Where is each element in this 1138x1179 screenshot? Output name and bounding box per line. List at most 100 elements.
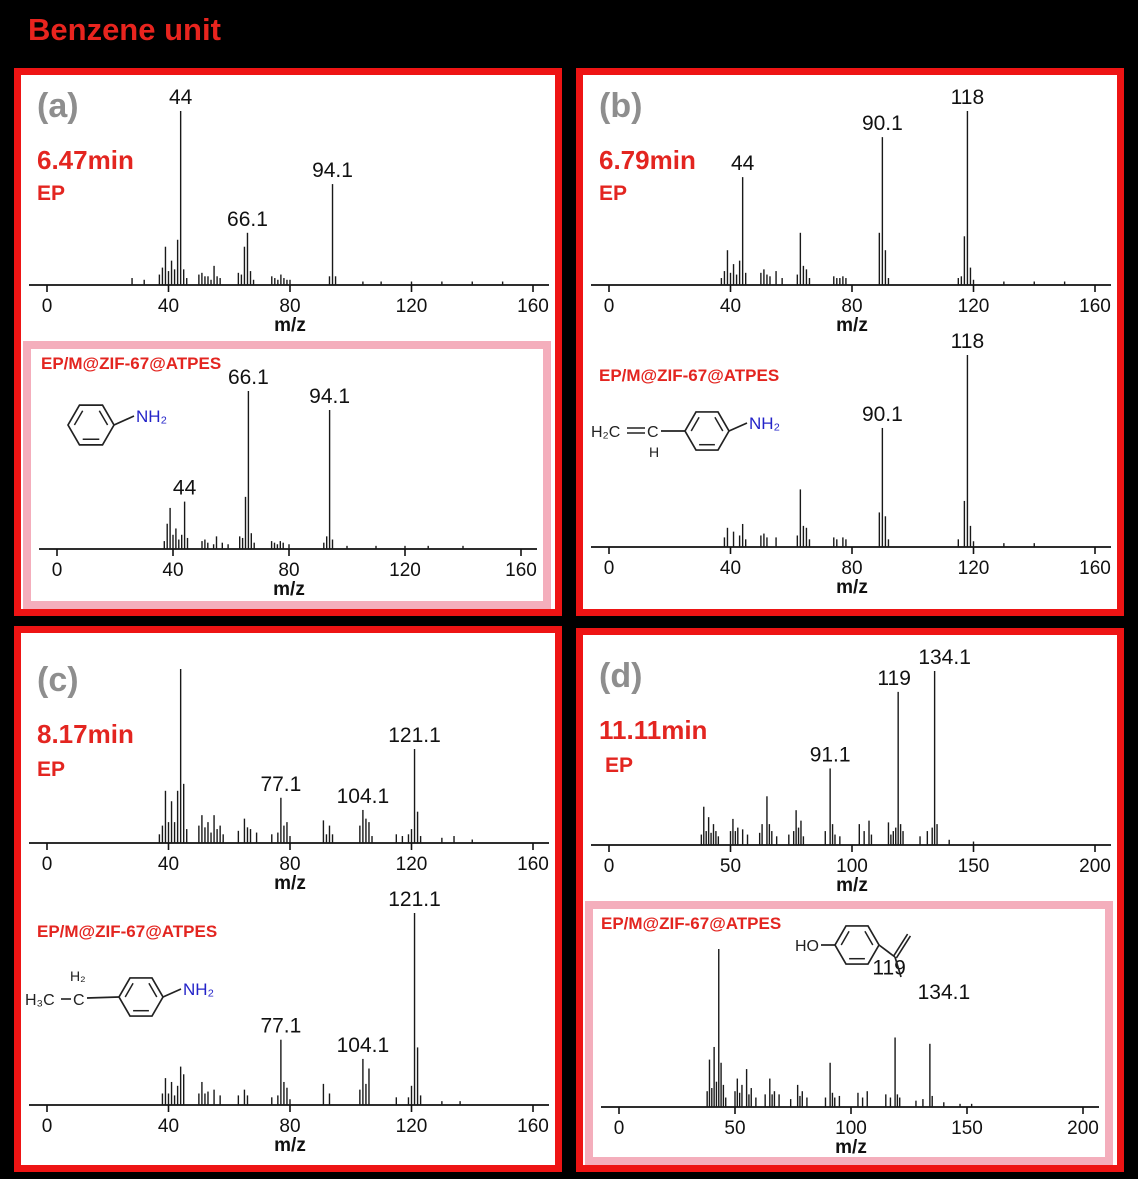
svg-text:40: 40 [720,296,741,317]
amine-group-label: NH₂ [136,407,167,426]
aniline-structure: NH₂ [67,404,167,446]
sample-label-modified: EP/M@ZIF-67@ATPES [601,914,782,933]
sample-label-ep: EP [37,758,66,781]
svg-text:80: 80 [279,854,300,875]
svg-text:120: 120 [389,560,421,581]
spectrum-d-ep-chart: 0 50 100 150 200 m/z 91.1 119 134.1 [591,646,1111,893]
svg-text:0: 0 [604,558,615,579]
svg-text:160: 160 [517,1116,549,1137]
panel-letter: (c) [37,661,79,699]
svg-text:0: 0 [42,296,53,317]
svg-text:66.1: 66.1 [227,208,268,231]
sample-label-modified: EP/M@ZIF-67@ATPES [41,354,222,373]
svg-text:0: 0 [42,1116,53,1137]
benzene-ring [684,411,730,451]
svg-text:m/z: m/z [836,875,868,893]
hydroxyl-label: HO [795,938,819,955]
sample-label-modified: EP/M@ZIF-67@ATPES [37,922,218,941]
svg-text:120: 120 [958,558,990,579]
svg-text:160: 160 [505,560,537,581]
spectrum-c-ep-chart: 0 40 80 120 160 m/z 77.1 104.1 121.1 [29,669,549,891]
svg-text:100: 100 [836,856,868,877]
svg-text:200: 200 [1079,856,1111,877]
svg-text:40: 40 [158,854,179,875]
svg-text:121.1: 121.1 [388,724,441,747]
spectrum-a-ep-chart: 0 40 80 120 160 m/z 44 66.1 94.1 [29,86,549,333]
h3c-label: H₃C [25,992,55,1009]
bond [728,422,748,432]
svg-text:90.1: 90.1 [862,403,903,426]
svg-text:94.1: 94.1 [312,159,353,182]
svg-text:200: 200 [1067,1118,1099,1139]
panel-a: 0 40 80 120 160 m/z 44 66.1 94.1 (a) 6.47min EP … [14,68,562,616]
svg-text:134.1: 134.1 [918,981,971,1004]
svg-text:77.1: 77.1 [260,1015,301,1038]
svg-text:160: 160 [1079,558,1111,579]
svg-text:104.1: 104.1 [337,785,390,808]
svg-text:118: 118 [951,330,984,353]
svg-text:40: 40 [162,560,183,581]
retention-time: 6.47min [37,145,134,175]
svg-text:m/z: m/z [274,1135,306,1153]
retention-time: 8.17min [37,719,134,749]
bond [878,944,896,958]
svg-text:77.1: 77.1 [260,773,301,796]
svg-text:m/z: m/z [836,577,868,595]
vinylaniline-structure: H₂C C H NH₂ [591,411,780,460]
svg-text:m/z: m/z [273,579,305,597]
modified-sample-box: EP/M@ZIF-67@ATPES HO 0 50 100 150 200 m/z 119 1… [585,901,1113,1165]
methyl-bond [894,956,902,978]
svg-text:50: 50 [724,1118,745,1139]
svg-text:44: 44 [731,152,755,175]
sample-label-modified: EP/M@ZIF-67@ATPES [599,366,780,385]
svg-text:66.1: 66.1 [228,366,269,389]
benzene-ring [118,977,164,1017]
vinyl-double-bond [895,935,912,959]
svg-text:0: 0 [614,1118,625,1139]
spectrum-b-modified-chart: 0 40 80 120 160 m/z 90.1 118 [591,330,1111,595]
svg-text:0: 0 [604,856,615,877]
svg-text:150: 150 [951,1118,983,1139]
svg-text:120: 120 [396,296,428,317]
svg-text:80: 80 [278,560,299,581]
svg-text:80: 80 [841,296,862,317]
spectrum-b-ep-chart: 0 40 80 120 160 m/z 44 90.1 118 [591,86,1111,333]
svg-text:118: 118 [951,86,984,109]
svg-text:121.1: 121.1 [388,888,441,911]
sample-label-ep: EP [599,182,628,205]
sample-label-ep: EP [37,182,66,205]
svg-text:m/z: m/z [835,1137,867,1155]
svg-text:80: 80 [841,558,862,579]
h2-label: H₂ [70,968,86,984]
panel-c: 0 40 80 120 160 m/z 77.1 104.1 121.1 (c) 8.17min… [14,626,562,1172]
figure-title: Benzene unit [28,12,221,47]
svg-text:91.1: 91.1 [810,743,851,766]
svg-text:80: 80 [279,296,300,317]
amine-group-label: NH₂ [183,980,214,999]
h2c-label: H₂C [591,424,620,441]
benzene-ring [834,925,880,965]
svg-text:120: 120 [396,854,428,875]
svg-text:m/z: m/z [836,315,868,333]
isopropenylphenol-structure: HO [795,925,912,978]
svg-text:40: 40 [720,558,741,579]
modified-sample-box: EP/M@ZIF-67@ATPES NH₂ 0 40 80 120 160 m/z 44 66… [23,341,551,609]
svg-text:m/z: m/z [274,873,306,891]
svg-text:50: 50 [720,856,741,877]
svg-text:m/z: m/z [274,315,306,333]
svg-text:40: 40 [158,296,179,317]
svg-text:160: 160 [1079,296,1111,317]
h-label: H [649,444,659,460]
svg-text:120: 120 [396,1116,428,1137]
panel-d: 0 50 100 150 200 m/z 91.1 119 134.1 (d) 11.11min… [576,628,1124,1172]
svg-text:0: 0 [604,296,615,317]
spectrum-a-modified-chart: 0 40 80 120 160 m/z 44 66.1 94.1 [39,366,537,597]
panel-letter: (d) [599,657,643,695]
amine-group-label: NH₂ [749,414,780,433]
bond [113,415,135,426]
svg-text:90.1: 90.1 [862,112,903,135]
svg-text:0: 0 [52,560,63,581]
svg-text:44: 44 [169,86,193,109]
svg-text:120: 120 [958,296,990,317]
